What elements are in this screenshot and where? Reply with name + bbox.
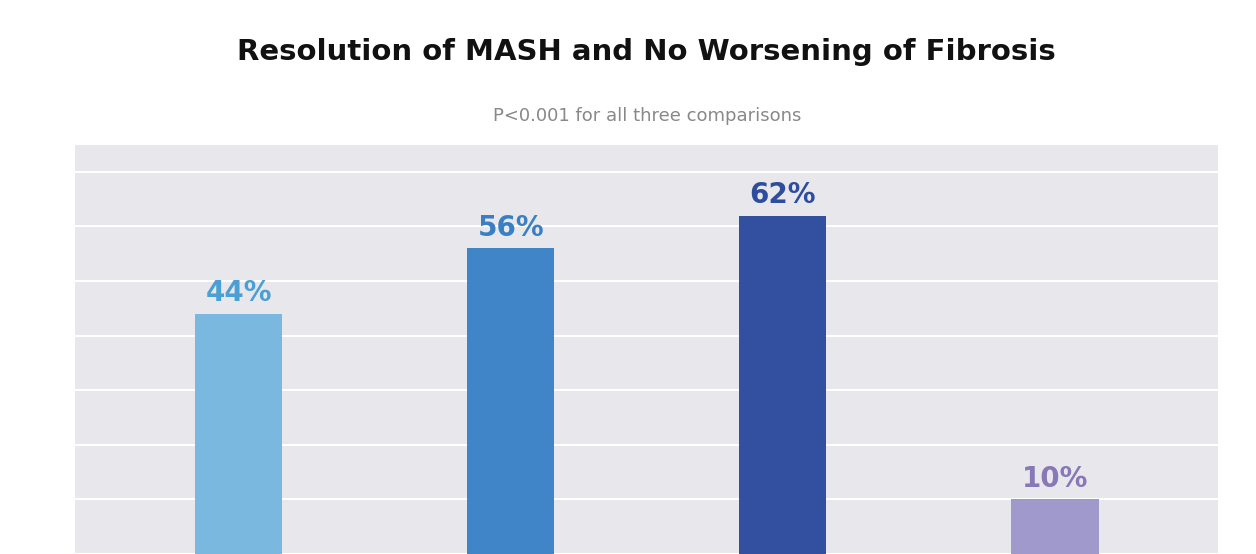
Text: 10%: 10% [1022,465,1088,493]
Bar [1011,499,1099,554]
Bar [467,248,554,554]
Bar [195,314,283,554]
Text: P<0.001 for all three comparisons: P<0.001 for all three comparisons [492,107,801,125]
Bar [740,216,826,554]
Text: Resolution of MASH and No Worsening of Fibrosis: Resolution of MASH and No Worsening of F… [237,38,1056,66]
Text: 56%: 56% [477,214,544,242]
Text: 62%: 62% [750,181,816,209]
Text: 44%: 44% [206,279,271,307]
